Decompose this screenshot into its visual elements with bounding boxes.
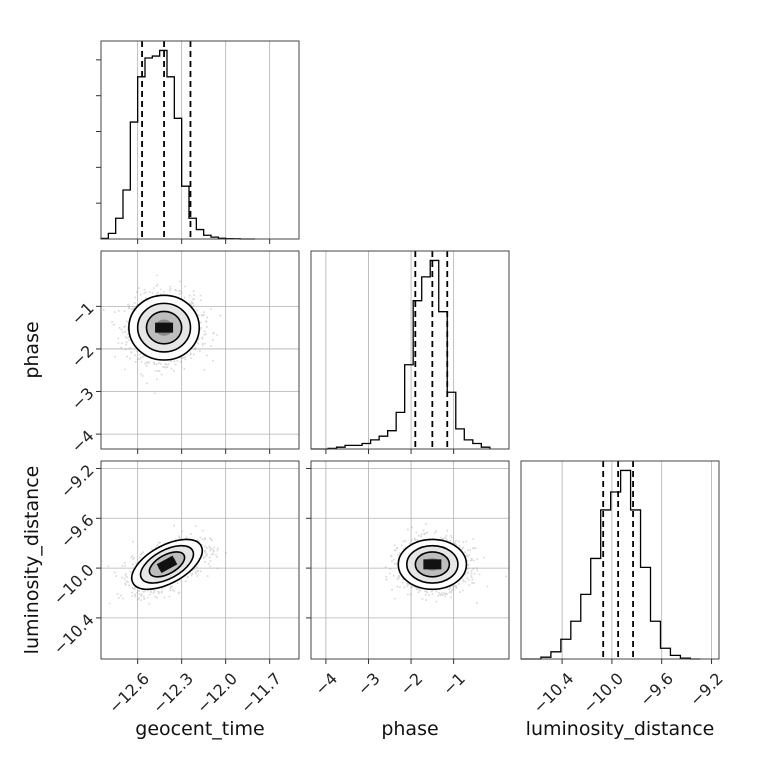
- y-tick-label: −9.2: [57, 461, 98, 502]
- x-tick-label: −12.3: [149, 669, 197, 717]
- density-peak: [156, 555, 178, 574]
- histogram-step-luminosity_distance: [521, 469, 701, 660]
- x-axis-label-geocent_time: geocent_time: [135, 718, 264, 740]
- x-tick-label: −9.6: [636, 669, 677, 710]
- histogram-panel-geocent_time: [96, 40, 300, 244]
- panel-frame: [520, 460, 720, 660]
- x-tick-label: −10.4: [529, 669, 577, 717]
- panel-frame: [310, 250, 510, 450]
- y-tick-label: −10.0: [50, 560, 98, 608]
- y-axis-label-luminosity_distance: luminosity_distance: [21, 466, 43, 655]
- x-tick-label: −4: [311, 669, 341, 699]
- panel-frame: [310, 460, 510, 660]
- y-tick-label: −10.4: [50, 610, 98, 658]
- x-axis-label-luminosity_distance: luminosity_distance: [526, 718, 715, 740]
- y-tick-label: −9.6: [57, 511, 98, 552]
- panel-frame: [100, 40, 300, 240]
- x-tick-label: −11.7: [237, 669, 285, 717]
- y-tick-label: −1: [68, 299, 98, 329]
- x-tick-label: −3: [354, 669, 384, 699]
- histogram-step-phase: [311, 259, 491, 450]
- x-tick-label: −9.2: [686, 669, 727, 710]
- density-peak: [155, 322, 174, 333]
- joint-panel-geocent_time-phase: −4 −3 −2 −1: [68, 250, 300, 456]
- x-tick-label: −12.6: [105, 669, 153, 717]
- joint-panel-geocent_time-luminosity_distance: −12.6−12.3−12.0−11.7 −10.4−10.0 −9.6 −9.2: [50, 460, 300, 717]
- panel-frame: [100, 250, 300, 450]
- joint-panel-phase-luminosity_distance: −4 −3 −2 −1: [306, 460, 510, 699]
- panel-frame: [100, 460, 300, 660]
- y-axis-label-phase: phase: [21, 321, 43, 378]
- density-peak: [423, 559, 442, 570]
- x-tick-label: −2: [396, 669, 426, 699]
- histogram-panel-phase: [310, 250, 510, 454]
- x-tick-label: −12.0: [193, 669, 241, 717]
- y-tick-label: −2: [68, 341, 98, 371]
- x-axis-label-phase: phase: [381, 718, 438, 740]
- y-tick-label: −4: [68, 426, 98, 456]
- y-tick-label: −3: [68, 384, 98, 414]
- histogram-panel-luminosity_distance: −10.4 −10.0 −9.6 −9.2: [520, 460, 727, 717]
- histogram-step-geocent_time: [100, 49, 255, 240]
- x-tick-label: −1: [439, 669, 469, 699]
- x-tick-label: −10.0: [579, 669, 627, 717]
